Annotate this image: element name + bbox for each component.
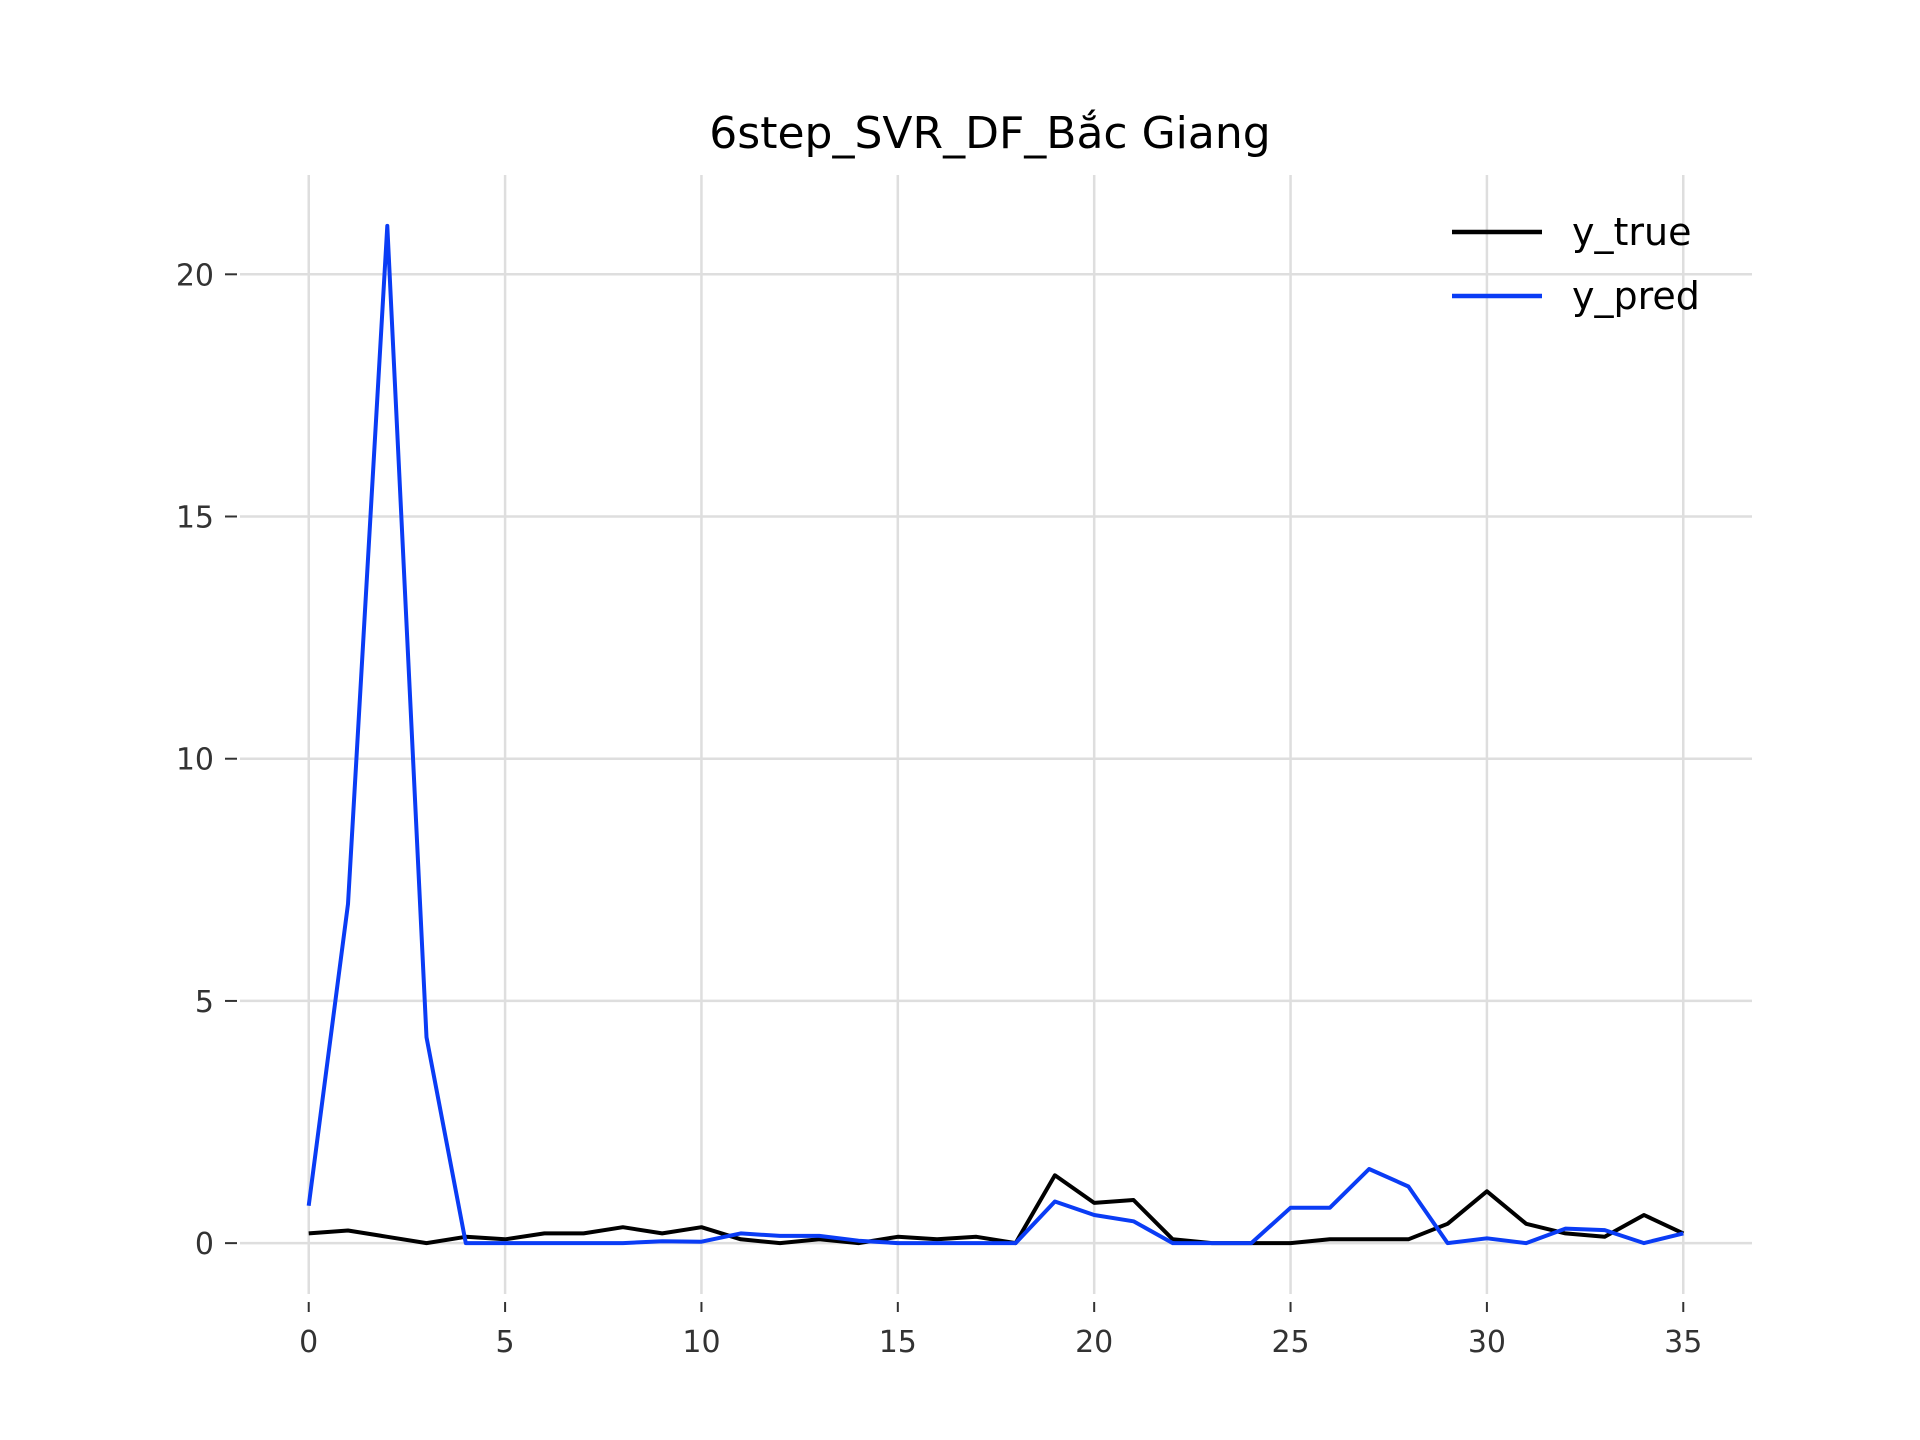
x-axis: 0 5 10 15 20 25 30 35 [299,1302,1702,1360]
y-tick-label: 15 [176,501,214,536]
y-tick-label: 10 [176,743,214,778]
x-tick-label: 15 [879,1325,917,1360]
x-tick-label: 20 [1075,1325,1113,1360]
x-tick-label: 10 [682,1325,720,1360]
y-axis: 0 5 10 15 20 [176,258,237,1262]
chart-title: 6step_SVR_DF_Bắc Giang [709,108,1270,159]
series-line-y-pred [306,223,1684,1246]
legend-label-y-pred: y_pred [1572,274,1700,318]
y-tick-label: 5 [195,985,214,1020]
x-tick-label: 25 [1271,1325,1309,1360]
x-tick-label: 35 [1664,1325,1702,1360]
x-tick-label: 30 [1468,1325,1506,1360]
grid [240,175,1752,1294]
legend: y_true y_pred [1452,210,1700,318]
y-tick-label: 20 [176,258,214,293]
y-tick-label: 0 [195,1227,214,1262]
plot-area [306,223,1685,1246]
x-tick-label: 5 [496,1325,515,1360]
legend-label-y-true: y_true [1572,210,1691,254]
series-line-y-true [308,1173,1685,1246]
x-tick-label: 0 [299,1325,318,1360]
